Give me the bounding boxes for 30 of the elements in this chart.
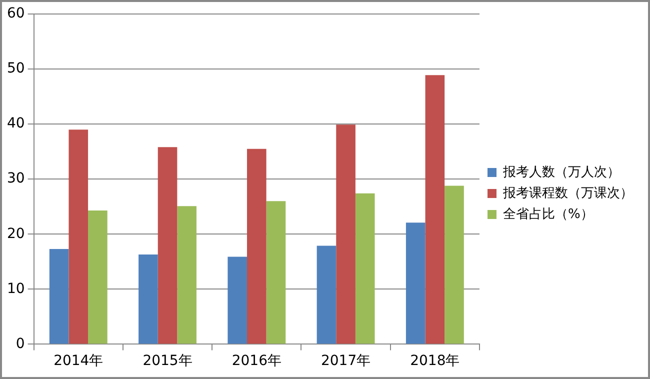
x-tick-label: 2018年 — [410, 353, 460, 370]
bar — [406, 222, 426, 344]
x-tick-label: 2016年 — [232, 353, 282, 370]
bar — [228, 256, 247, 344]
y-tick-label: 10 — [6, 280, 25, 297]
bar — [266, 201, 286, 344]
y-tick-label: 20 — [6, 226, 25, 242]
bar — [444, 186, 464, 344]
y-tick-label: 0 — [16, 336, 25, 352]
x-tick-label: 2015年 — [142, 353, 192, 370]
bar — [355, 193, 375, 344]
x-tick-label: 2017年 — [320, 353, 371, 370]
legend-label: 报考课程数（万课次） — [502, 186, 633, 201]
bar — [425, 75, 445, 344]
y-tick-label: 60 — [6, 6, 25, 22]
bar — [177, 206, 196, 344]
bar — [138, 254, 158, 344]
bar — [247, 148, 266, 344]
y-tick-label: 30 — [6, 170, 25, 187]
bar — [316, 246, 336, 344]
bar — [49, 248, 69, 344]
bar — [158, 147, 178, 344]
bar — [68, 130, 88, 344]
bar — [336, 124, 356, 344]
y-tick-label: 40 — [6, 116, 25, 132]
y-tick-label: 50 — [6, 60, 25, 77]
bar — [88, 210, 108, 344]
x-tick-label: 2014年 — [54, 353, 104, 370]
legend-label: 报考人数（万人次） — [502, 164, 620, 180]
legend-label: 全省占比（%） — [503, 206, 594, 222]
